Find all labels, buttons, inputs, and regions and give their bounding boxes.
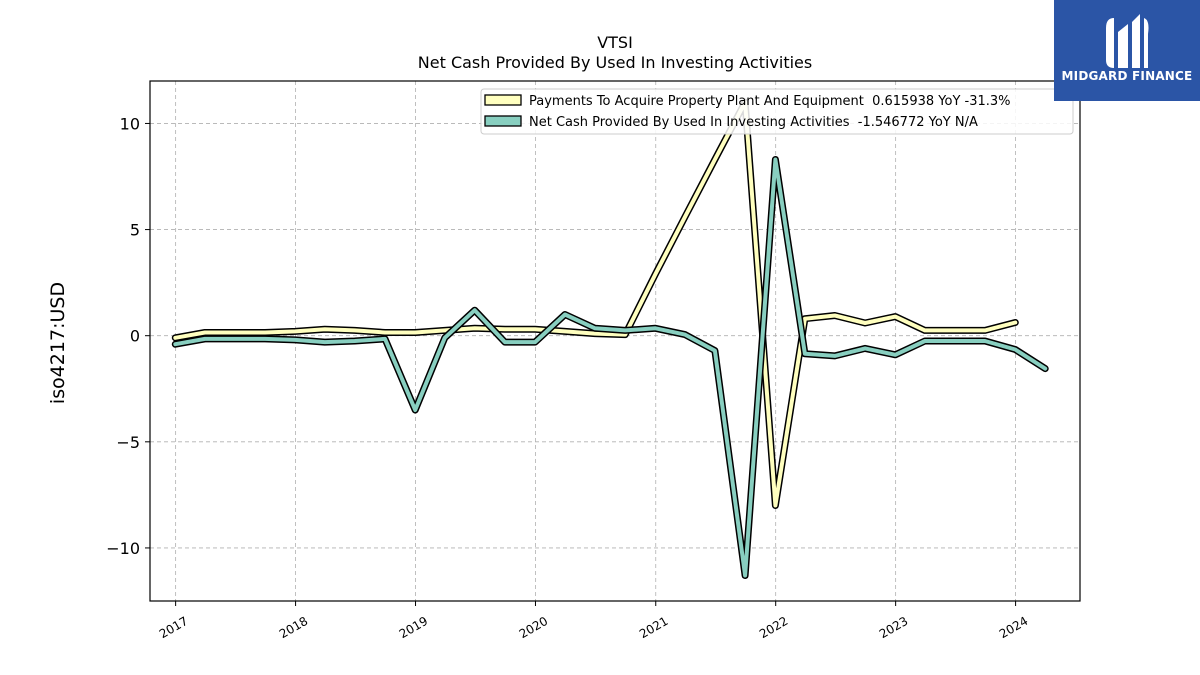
x-tick-label: 2019: [397, 614, 430, 641]
legend-label-ppe: Payments To Acquire Property Plant And E…: [529, 94, 1011, 109]
legend-swatch-net: [484, 115, 522, 127]
series-1-line: [173, 157, 1048, 578]
x-tick-label: 2020: [517, 614, 550, 641]
series-0-outline: [171, 98, 1019, 509]
chart-subtitle: Net Cash Provided By Used In Investing A…: [418, 53, 812, 72]
series-1-outline: [171, 156, 1049, 579]
x-tick-label: 2021: [637, 614, 670, 641]
y-tick-label: 10: [120, 114, 140, 133]
legend-label-net: Net Cash Provided By Used In Investing A…: [529, 115, 978, 130]
y-tick-label: 0: [130, 327, 140, 346]
series-0-line: [173, 100, 1018, 508]
x-tick-label: 2018: [277, 614, 310, 641]
series-layer: [171, 98, 1049, 579]
x-tick-label: 2017: [157, 614, 190, 641]
x-axis: 2017 2018 2019 2020 2021 2022 2023 2024: [157, 601, 1030, 641]
brand-name: MIDGARD FINANCE: [1061, 69, 1193, 83]
x-tick-label: 2022: [757, 614, 790, 641]
y-tick-label: 5: [130, 221, 140, 240]
midgard-logo-icon: [1106, 14, 1149, 68]
legend-box: [480, 88, 1074, 135]
legend-swatch-ppe: [484, 94, 522, 106]
y-axis-label: iso4217:USD: [47, 282, 69, 404]
plot-frame: [149, 80, 1081, 602]
y-tick-label: −5: [116, 433, 140, 452]
y-axis: 10 5 0 −5 −10: [106, 114, 150, 558]
brand-logo: MIDGARD FINANCE: [1054, 0, 1200, 101]
chart-title: VTSI: [597, 33, 633, 52]
legend: Payments To Acquire Property Plant And E…: [480, 88, 1074, 135]
y-tick-label: −10: [106, 539, 140, 558]
x-tick-label: 2023: [877, 614, 910, 641]
x-tick-label: 2024: [997, 614, 1030, 641]
